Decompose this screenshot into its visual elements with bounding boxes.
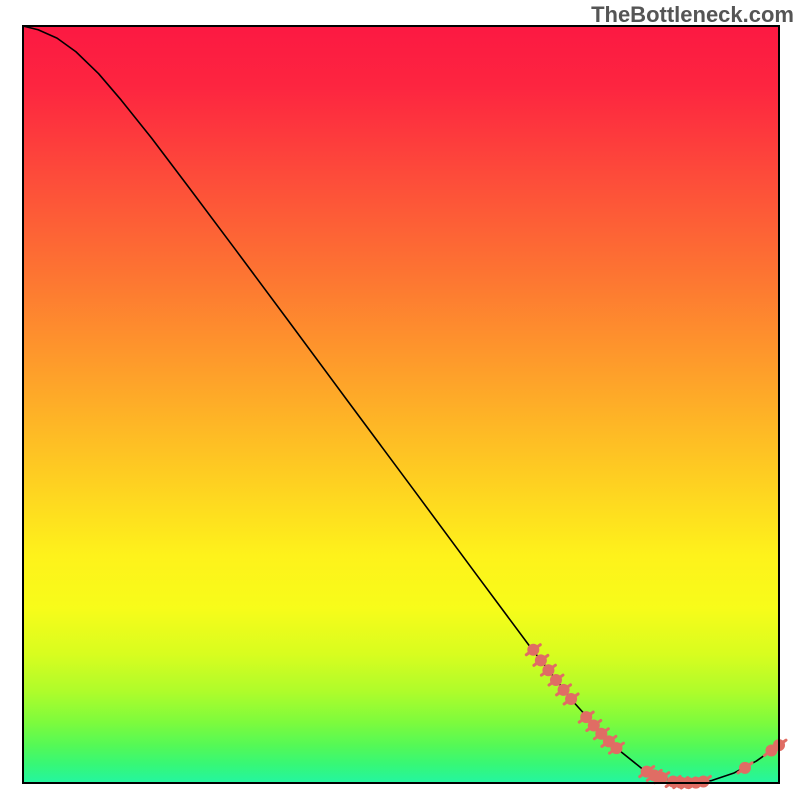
bottleneck-chart (0, 0, 800, 800)
marker-dot (542, 664, 554, 676)
marker-dot (697, 775, 709, 787)
marker-dot (550, 674, 562, 686)
marker-dot (565, 693, 577, 705)
marker-dot (610, 742, 622, 754)
marker-dot (535, 654, 547, 666)
marker-dot (527, 644, 539, 656)
marker-dot (739, 762, 751, 774)
marker-dot (656, 772, 668, 784)
chart-container: TheBottleneck.com (0, 0, 800, 800)
plot-background (23, 26, 779, 783)
